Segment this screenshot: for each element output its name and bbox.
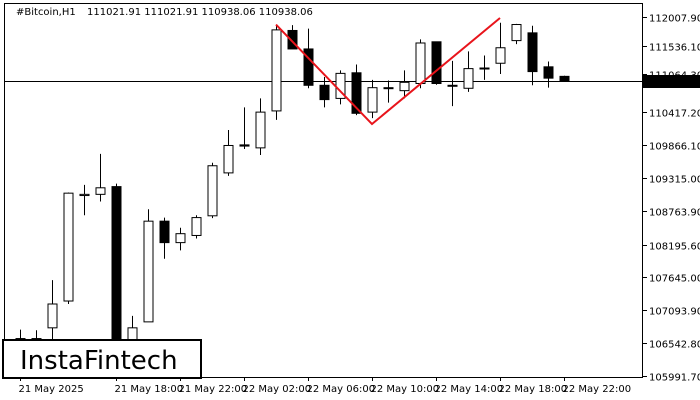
- candle-body: [63, 192, 74, 302]
- candle-body: [431, 41, 442, 85]
- candle: [223, 129, 234, 176]
- double-top-pattern-line: [275, 17, 501, 126]
- candle: [463, 51, 474, 92]
- candle: [191, 215, 202, 239]
- y-tick-label: 106542.80: [649, 340, 700, 351]
- candle-body: [239, 144, 250, 147]
- x-tick-label: 21 May 22:00: [179, 384, 248, 395]
- candle: [47, 280, 58, 349]
- candle: [511, 23, 522, 45]
- plot-frame: [4, 3, 643, 378]
- y-tick-label: 107645.00: [649, 274, 700, 285]
- candle: [527, 25, 538, 86]
- x-tick-label: 22 May 14:00: [435, 384, 504, 395]
- candle: [495, 22, 506, 74]
- candle: [559, 75, 570, 82]
- candle-body: [367, 87, 378, 113]
- chart-symbol: #Bitcoin,H1: [16, 7, 76, 18]
- candle-body: [495, 47, 506, 64]
- x-tick-label: 22 May 06:00: [307, 384, 376, 395]
- y-axis: 112007.90111536.10111064.30110417.201098…: [643, 14, 700, 384]
- x-tick-label: 22 May 10:00: [371, 384, 440, 395]
- x-tick-label: 22 May 02:00: [243, 384, 312, 395]
- x-tick-label: 21 May 2025: [19, 384, 84, 395]
- candle-body: [175, 233, 186, 244]
- candle-body: [255, 111, 266, 149]
- candle: [79, 184, 90, 216]
- candle: [207, 162, 218, 219]
- candle: [383, 80, 394, 103]
- candle-body: [223, 144, 234, 174]
- candle-body: [191, 217, 202, 236]
- logo-box: [2, 339, 202, 379]
- y-tick-label: 109866.10: [649, 142, 700, 153]
- current-price-label: 110938.06: [643, 75, 700, 89]
- y-tick-label: 108763.90: [649, 208, 700, 219]
- current-price-tag: [643, 75, 700, 88]
- candle: [543, 61, 554, 88]
- x-tick-label: 21 May 18:00: [115, 384, 184, 395]
- candle-body: [399, 81, 410, 92]
- candle: [255, 98, 266, 156]
- candle-body: [303, 48, 314, 86]
- candle-body: [287, 29, 298, 50]
- y-tick-label: 107093.90: [649, 307, 700, 318]
- candle-body: [79, 193, 90, 197]
- candle: [479, 55, 490, 80]
- logo-text: InstaFintech: [20, 346, 178, 376]
- candle-body: [143, 220, 154, 323]
- candle: [143, 209, 154, 323]
- candle-body: [463, 68, 474, 89]
- chart-ohlc: 111021.91 111021.91 110938.06 110938.06: [87, 7, 313, 18]
- candle-body: [207, 165, 218, 217]
- candles: [15, 22, 570, 349]
- candle: [447, 60, 458, 107]
- candle: [319, 76, 330, 108]
- candle-body: [543, 66, 554, 79]
- candle-body: [111, 186, 122, 343]
- candle-body: [447, 84, 458, 87]
- candle-body: [47, 303, 58, 329]
- y-tick-label: 111536.10: [649, 43, 700, 54]
- candle-body: [319, 84, 330, 101]
- candle: [159, 217, 170, 259]
- candle-body: [127, 327, 138, 341]
- candle: [63, 192, 74, 304]
- y-tick-label: 112007.90: [649, 14, 700, 25]
- candle-body: [511, 24, 522, 42]
- candle-body: [351, 72, 362, 114]
- x-tick-label: 22 May 18:00: [499, 384, 568, 395]
- candle-body: [479, 67, 490, 70]
- candle: [287, 25, 298, 50]
- y-tick-label: 109315.00: [649, 175, 700, 186]
- current-price-tag-text: 110938.06: [647, 78, 700, 89]
- candle-body: [159, 220, 170, 244]
- candle: [367, 79, 378, 119]
- candle: [399, 70, 410, 99]
- candle: [239, 107, 250, 150]
- candle-body: [95, 187, 106, 195]
- candle-body: [527, 32, 538, 73]
- logo: InstaFintech: [2, 339, 202, 379]
- y-tick-label: 108195.60: [649, 242, 700, 253]
- y-tick-label: 110417.20: [649, 109, 700, 120]
- y-tick-label: 105991.70: [649, 373, 700, 384]
- candle: [175, 227, 186, 251]
- candle: [271, 25, 282, 120]
- candle-body: [415, 42, 426, 85]
- candle: [95, 153, 106, 202]
- x-tick-label: 22 May 22:00: [563, 384, 632, 395]
- candle-body: [271, 29, 282, 112]
- candle-body: [559, 75, 570, 82]
- candle: [431, 41, 442, 85]
- candle: [111, 183, 122, 344]
- candle-body: [383, 87, 394, 90]
